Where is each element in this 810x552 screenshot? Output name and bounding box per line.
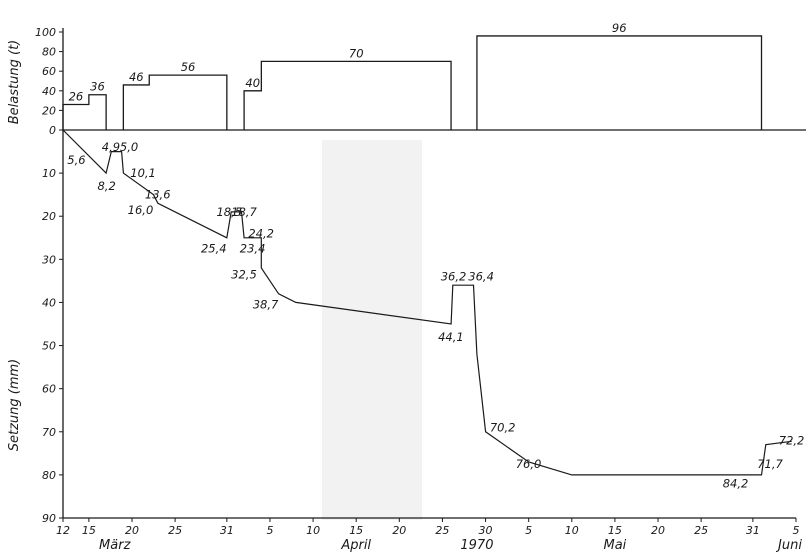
x-tick-label: 15 [82, 524, 96, 537]
settlement-value-label: 24,2 [248, 226, 274, 240]
settlement-tick-label: 60 [42, 383, 56, 396]
settlement-value-label: 25,4 [201, 242, 227, 256]
settlement-axis-title: Setzung (mm) [7, 359, 22, 452]
settlement-value-label: 4,9 [102, 140, 120, 154]
settlement-value-label: 32,5 [231, 267, 257, 281]
load-value-label: 70 [349, 46, 364, 60]
load-tick-label: 40 [42, 85, 56, 98]
x-tick-label: 25 [435, 524, 449, 537]
load-tick-label: 100 [35, 26, 56, 39]
load-value-label: 46 [129, 70, 144, 84]
load-value-label: 96 [612, 21, 627, 35]
settlement-value-label: 10,1 [130, 166, 156, 180]
month-label: Mai [604, 538, 627, 552]
load-value-label: 26 [69, 90, 84, 104]
x-axis: 12 15 20 25 31 5 10 15 20 25 30 5 10 15 20 25 31 5 März Apr… [56, 518, 802, 552]
month-label: Juni [775, 538, 802, 552]
load-value-label: 40 [245, 76, 260, 90]
load-step-outline [62, 35, 763, 130]
settlement-value-label: 36,2 [441, 270, 467, 284]
settlement-tick-label: 90 [42, 512, 56, 525]
x-tick-label: 31 [220, 524, 234, 537]
x-tick-label: 25 [694, 524, 708, 537]
x-tick-label: 31 [746, 524, 760, 537]
month-label: April [340, 538, 371, 552]
settlement-value-label: 36,4 [468, 270, 494, 284]
settlement-value-label: 38,7 [253, 298, 279, 312]
axes [62, 28, 806, 519]
settlement-value-label: 76,0 [516, 457, 542, 471]
settlement-series [62, 129, 792, 476]
settlement-tick-label: 40 [42, 296, 56, 309]
load-steps: 26 36 46 56 40 70 96 [62, 21, 763, 130]
settlement-tick-label: 20 [42, 210, 56, 223]
settlement-value-label: 72,2 [779, 433, 805, 447]
settlement-value-label: 23,4 [240, 242, 266, 256]
x-tick-label: 20 [125, 524, 139, 537]
scan-shade-band [322, 140, 422, 520]
x-tick-label: 5 [793, 524, 800, 537]
settlement-value-label: 5,6 [67, 153, 85, 167]
settlement-value-label: 13,6 [145, 188, 171, 202]
load-y-ticks: 100 80 60 40 20 0 [35, 26, 63, 137]
month-label: 1970 [460, 538, 493, 552]
x-tick-label: 15 [349, 524, 363, 537]
x-tick-label: 10 [565, 524, 579, 537]
settlement-value-label: 8,2 [97, 179, 115, 193]
x-tick-label: 5 [266, 524, 273, 537]
x-tick-label: 30 [479, 524, 493, 537]
settlement-y-ticks: 10 20 30 40 50 60 70 80 90 [42, 167, 63, 525]
load-tick-label: 20 [42, 104, 56, 117]
settlement-value-label: 71,7 [757, 457, 783, 471]
month-label: März [99, 538, 132, 552]
load-axis-title: Belastung (t) [7, 40, 22, 124]
settlement-panel: Setzung (mm) 10 20 30 40 50 60 70 80 90 5,6 8,2 4,… [7, 129, 804, 525]
x-tick-label: 20 [651, 524, 665, 537]
load-tick-label: 60 [42, 65, 56, 78]
x-tick-label: 10 [306, 524, 320, 537]
load-panel: Belastung (t) 100 80 60 40 20 0 26 36 46 56 40 70 9… [7, 21, 763, 137]
settlement-tick-label: 80 [42, 469, 56, 482]
settlement-value-label: 18,5 [216, 205, 242, 219]
x-tick-label: 5 [525, 524, 532, 537]
settlement-value-label: 70,2 [490, 420, 516, 434]
settlement-value-label: 5,0 [120, 140, 138, 154]
x-tick-label: 25 [168, 524, 182, 537]
settlement-point-labels: 5,6 8,2 4,9 5,0 10,1 13,616,0 25,4 18,518,7 23,4… [67, 140, 804, 490]
load-tick-label: 0 [49, 124, 56, 137]
x-tick-label: 12 [56, 524, 70, 537]
settlement-value-label: 18,7 [231, 205, 257, 219]
load-value-label: 36 [90, 80, 105, 94]
settlement-value-label: 16,0 [128, 203, 154, 217]
settlement-tick-label: 10 [42, 167, 56, 180]
x-tick-label: 15 [608, 524, 622, 537]
settlement-tick-label: 50 [42, 340, 56, 353]
load-tick-label: 80 [42, 46, 56, 59]
settlement-value-label: 44,1 [438, 330, 464, 344]
settlement-tick-label: 30 [42, 253, 56, 266]
load-value-label: 56 [181, 60, 196, 74]
settlement-tick-label: 70 [42, 426, 56, 439]
x-tick-label: 20 [392, 524, 406, 537]
settlement-line [62, 129, 792, 476]
settlement-value-label: 84,2 [723, 477, 749, 491]
